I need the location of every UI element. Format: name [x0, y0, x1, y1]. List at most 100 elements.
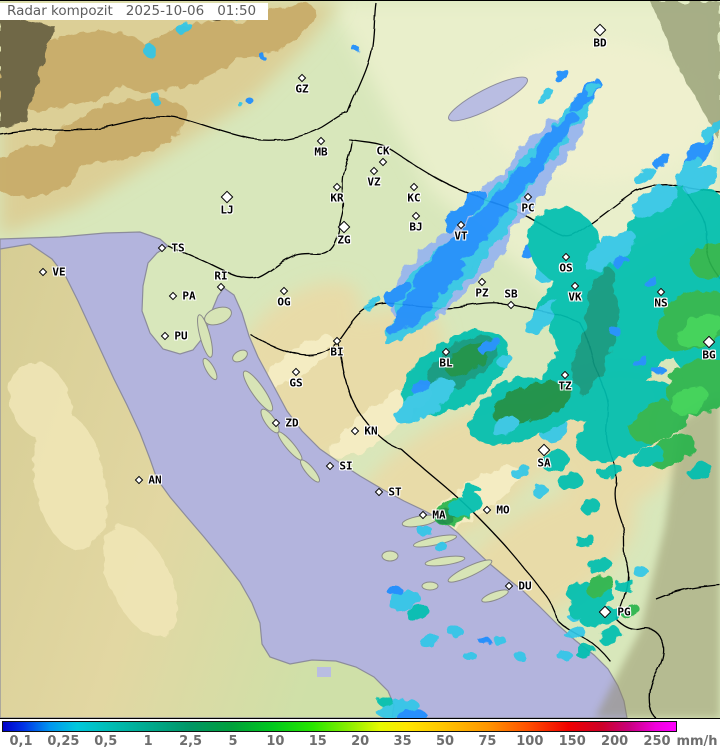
radar-echo	[514, 652, 526, 660]
scale-tick-label: 35	[393, 734, 412, 749]
date-label: 2025-10-06	[125, 3, 205, 19]
radar-echo	[351, 45, 359, 51]
radar-map: GZ BD MB CK VZ KR KC LJ BJ VT PC ZG TS VE OS RI PZ SB PA VK…	[0, 0, 720, 719]
radar-echo	[246, 98, 254, 104]
radar-echo	[555, 69, 569, 83]
radar-echo	[557, 651, 573, 661]
radar-echo	[653, 367, 667, 375]
radar-echo	[615, 579, 635, 593]
apennine-ridges	[8, 362, 178, 637]
radar-echo	[463, 652, 477, 660]
radar-echo	[491, 381, 573, 425]
scale-tick-label: 20	[351, 734, 370, 749]
italy-land	[0, 243, 395, 718]
radar-echo	[447, 626, 463, 636]
scale-tick-label: 0,5	[94, 734, 118, 749]
radar-echo	[259, 53, 265, 59]
radar-echo	[675, 156, 701, 186]
radar-echo	[598, 627, 622, 645]
radar-echo	[411, 378, 429, 394]
lake-balaton	[448, 76, 528, 122]
radar-echo	[389, 590, 421, 612]
radar-echo	[446, 194, 514, 258]
radar-echo	[565, 626, 585, 640]
radar-echo	[490, 416, 520, 436]
radar-echo	[588, 558, 612, 574]
radar-echo	[575, 381, 685, 461]
intensity-legend: 0,1 0,25 0,5 1 2,5 5 10 15 20 35 50 75 100 150 200 250 …	[0, 719, 720, 751]
radar-echo	[609, 327, 621, 335]
radar-echo	[558, 472, 582, 490]
radar-echo-layer	[143, 11, 720, 718]
scale-tick-label: 100	[516, 734, 544, 749]
radar-echo	[446, 342, 490, 376]
radar-echo	[585, 267, 615, 335]
radar-echo	[387, 297, 433, 335]
radar-echo	[690, 242, 720, 280]
radar-echo	[537, 88, 553, 104]
radar-echo	[497, 354, 513, 368]
scale-tick-label: 250	[643, 734, 671, 749]
radar-echo	[586, 575, 614, 597]
radar-echo	[688, 462, 712, 480]
radar-echo	[643, 276, 657, 286]
radar-echo	[701, 118, 720, 144]
radar-echo	[532, 485, 548, 497]
title-bar: Radar kompozit 2025-10-06 01:50	[0, 3, 269, 20]
scale-tick-label: 5	[228, 734, 238, 749]
radar-echo	[632, 184, 678, 218]
lake-varano	[317, 667, 331, 677]
radar-echo	[398, 709, 426, 718]
islands	[197, 306, 509, 603]
radar-echo	[648, 433, 696, 469]
scale-tick-label: 150	[558, 734, 586, 749]
radar-echo	[584, 231, 636, 271]
radar-echo	[384, 281, 412, 305]
radar-echo	[633, 445, 663, 467]
radar-echo	[237, 102, 243, 106]
radar-echo	[632, 355, 648, 367]
radar-echo	[377, 696, 393, 706]
radar-echo	[177, 23, 193, 35]
radar-echo	[479, 337, 501, 355]
radar-echo	[632, 566, 648, 576]
radar-echo	[395, 377, 455, 425]
radar-echo	[151, 93, 161, 105]
radar-echo	[493, 637, 507, 645]
unit-label: mm/h	[676, 734, 718, 749]
scale-tick-label: 0,25	[47, 734, 80, 749]
scale-tick-label: 2,5	[179, 734, 203, 749]
radar-echo	[528, 207, 602, 285]
scale-tick-label: 0,1	[9, 734, 33, 749]
radar-echo	[575, 644, 595, 658]
radar-echo	[612, 255, 628, 267]
radar-echo	[671, 387, 709, 415]
radar-echo	[653, 153, 671, 169]
radar-echo	[387, 586, 403, 596]
radar-echo	[433, 542, 447, 550]
radar-echo	[585, 82, 599, 96]
radar-echo	[575, 534, 595, 548]
scale-tick-label: 1	[143, 734, 153, 749]
lakes	[317, 76, 528, 677]
scale-tick-label: 10	[266, 734, 285, 749]
radar-echo	[620, 604, 640, 618]
scale-tick-label: 75	[478, 734, 497, 749]
radar-echo	[417, 526, 433, 536]
radar-echo	[143, 43, 157, 59]
radar-echo	[460, 484, 480, 498]
radar-echo	[580, 498, 600, 514]
scale-tick-label: 15	[308, 734, 327, 749]
basemap	[0, 1, 720, 718]
radar-echo	[406, 605, 430, 621]
scale-tick-label: 50	[435, 734, 455, 749]
radar-echo	[534, 113, 578, 159]
radar-echo	[444, 190, 486, 232]
radar-echo	[598, 463, 622, 479]
radar-echo	[510, 464, 530, 478]
radar-echo	[570, 294, 620, 398]
radar-echo	[420, 634, 440, 648]
radar-echo	[448, 494, 482, 518]
color-scale-bar	[2, 721, 677, 732]
